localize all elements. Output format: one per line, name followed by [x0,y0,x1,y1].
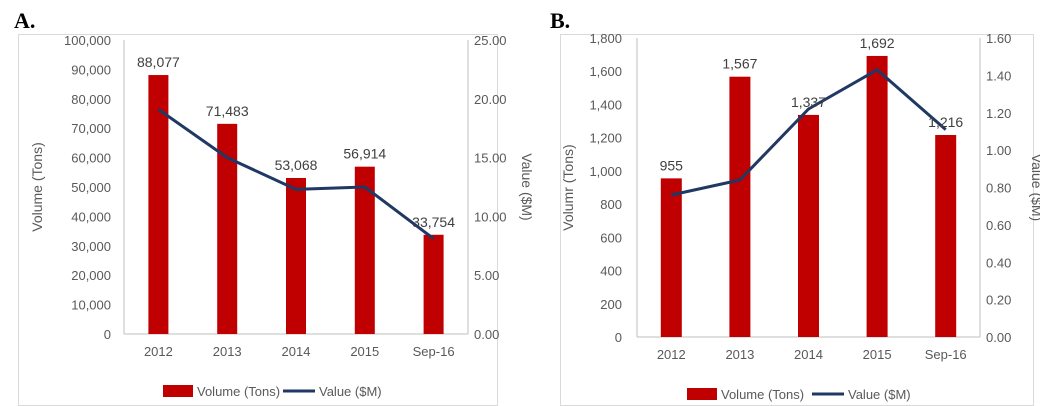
data-label: 88,077 [137,54,180,70]
y-tick-right-label: 0.60 [986,218,1011,233]
y-tick-left-label: 1,400 [589,97,622,112]
y-tick-left-label: 90,000 [71,62,111,77]
bar-volume [423,234,444,334]
legend-label-value: Value ($M) [848,387,911,402]
y-tick-left-label: 100,000 [64,33,111,48]
y-tick-left-label: 1,800 [589,31,622,46]
y-tick-right-label: 0.80 [986,181,1011,196]
data-label: 1,692 [860,35,895,51]
y-tick-left-label: 0 [615,330,622,345]
bar-volume [798,114,819,337]
y-tick-right-label: 25.00 [474,33,507,48]
y-tick-left-label: 30,000 [71,239,111,254]
bar-volume [286,177,306,334]
x-tick-label: 2015 [350,344,379,359]
data-label: 1,337 [791,94,826,110]
bar-volume [935,135,957,337]
y-tick-left-label: 800 [600,197,622,212]
bar-volume [729,76,751,337]
y-tick-right-label: 5.00 [474,268,499,283]
x-tick-label: 2014 [794,347,823,362]
y-tick-left-label: 1,200 [589,131,622,146]
y-tick-right-label: 1.40 [986,68,1011,83]
y-axis-right-title: Value ($M) [1029,154,1040,221]
panel-label: A. [14,8,35,33]
y-tick-left-label: 0 [104,327,111,342]
x-tick-label: 2014 [282,344,311,359]
x-tick-label: 2013 [213,344,242,359]
data-label: 33,754 [412,214,455,230]
legend-label-value: Value ($M) [319,384,382,399]
y-tick-left-label: 10,000 [71,298,111,313]
bar-volume [866,55,888,337]
bar-volume [217,123,238,334]
y-axis-left-title: Volume (Tons) [29,142,45,231]
data-label: 1,567 [722,56,757,72]
y-tick-right-label: 1.00 [986,143,1011,158]
data-label: 56,914 [343,146,386,162]
data-label: 71,483 [206,103,249,119]
data-label: 955 [660,157,684,173]
chart-panel-b: B. 0 200 400 600 800 1,000 1,200 1,400 1,600 1,800… [550,8,1040,402]
data-label: 53,068 [275,157,318,173]
x-tick-label: 2013 [725,347,754,362]
y-tick-left-label: 200 [600,297,622,312]
x-tick-label: 2015 [863,347,892,362]
y-tick-left-label: 1,000 [589,164,622,179]
x-tick-label: Sep-16 [413,344,455,359]
y-tick-left-label: 400 [600,264,622,279]
y-tick-right-label: 0.20 [986,293,1011,308]
x-tick-label: 2012 [657,347,686,362]
y-tick-right-label: 20.00 [474,92,507,107]
bar-volume [354,166,375,334]
y-axis-right-title: Value ($M) [519,153,535,220]
y-tick-right-label: 0.00 [986,330,1011,345]
bar-volume [660,178,682,337]
y-tick-left-label: 1,600 [589,64,622,79]
y-tick-left-label: 600 [600,230,622,245]
chart-panel-a: A. 0 10,000 20,000 30,000 40,000 50,000 60,000 7… [14,8,535,399]
data-label: 1,216 [928,114,963,130]
y-tick-right-label: 0.40 [986,255,1011,270]
y-tick-left-label: 60,000 [71,151,111,166]
legend-swatch-volume [163,385,193,397]
y-tick-right-label: 0.00 [474,327,499,342]
y-tick-right-label: 1.20 [986,106,1011,121]
y-tick-left-label: 40,000 [71,209,111,224]
panel-label: B. [550,8,570,33]
y-tick-left-label: 80,000 [71,92,111,107]
x-tick-label: Sep-16 [925,347,967,362]
legend-label-volume: Volume (Tons) [197,384,280,399]
y-tick-right-label: 15.00 [474,151,507,166]
x-tick-label: 2012 [144,344,173,359]
legend-swatch-volume [687,388,717,400]
y-tick-right-label: 10.00 [474,209,507,224]
y-axis-left-title: Volumr (Tons) [560,144,576,230]
legend-label-volume: Volume (Tons) [721,387,804,402]
y-tick-left-label: 70,000 [71,121,111,136]
y-tick-left-label: 20,000 [71,268,111,283]
bar-volume [148,75,169,334]
y-tick-right-label: 1.60 [986,31,1011,46]
y-tick-left-label: 50,000 [71,180,111,195]
